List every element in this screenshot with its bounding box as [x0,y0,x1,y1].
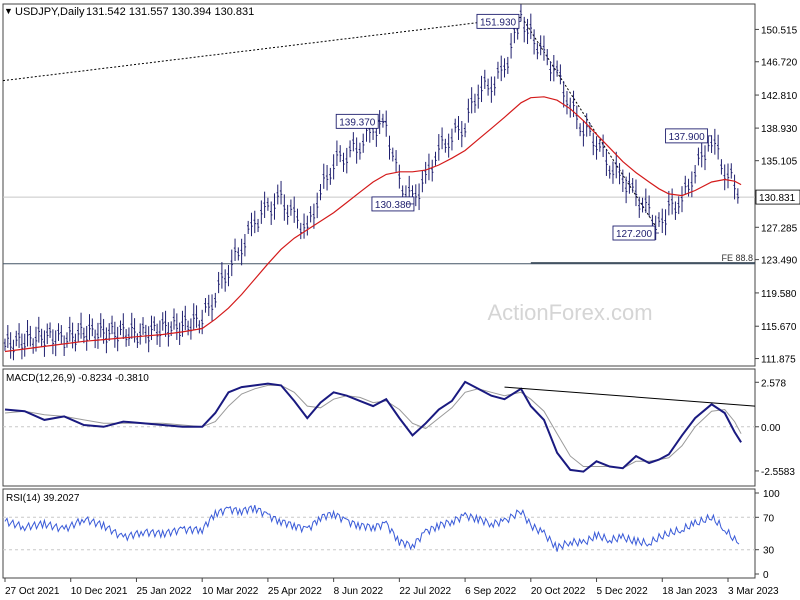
price-annotation: 137.900 [665,128,712,144]
price-panel: FE 88.8 151.930 139.370 130.380 137.900 127.2… [2,4,755,361]
price-tick-label: 135.105 [761,157,798,168]
chart-header: ▼ USDJPY,Daily 131.542 131.557 130.394 1… [4,6,254,18]
panels [2,3,756,579]
rsi-frame [2,488,756,579]
macd-line [4,380,742,473]
annotation-label: 130.380 [375,200,412,211]
x-tick-label: 25 Jan 2022 [136,586,191,597]
rsi-line [4,504,740,552]
macd-tick-label: 2.578 [761,378,786,389]
price-tick-label: 115.670 [761,322,797,333]
x-tick-label: 27 Oct 2021 [5,586,60,597]
x-tick-label: 25 Apr 2022 [268,586,322,597]
x-tick-label: 20 Oct 2022 [531,586,586,597]
rsi-tick-label: 100 [763,489,780,500]
x-tick-label: 3 Mar 2023 [728,586,779,597]
annotation-label: 139.370 [339,117,376,128]
price-tick-label: 127.285 [761,223,798,234]
annotation-label: 151.930 [480,17,517,28]
symbol-label: USDJPY,Daily [15,6,85,18]
price-tick-label: 142.810 [761,91,798,102]
x-tick-label: 10 Dec 2021 [71,586,128,597]
ma-line [4,96,742,353]
current-price-label: 130.831 [759,193,796,204]
price-annotation: 139.370 [335,113,387,129]
macd-tick-label: -2.5583 [761,467,795,478]
rsi-tick-label: 70 [763,513,775,524]
annotation-label: 127.200 [616,229,653,240]
macd-signal-line [4,384,742,469]
axes: 150.515 146.720 142.810 138.930 135.105 127.2… [4,25,800,597]
price-tick-label: 119.580 [761,289,797,300]
x-tick-label: 8 Jun 2022 [334,586,384,597]
rsi-tick-label: 30 [763,546,775,557]
macd-frame [2,368,756,487]
price-tick-label: 150.515 [761,25,798,36]
macd-panel: MACD(12,26,9) -0.8234 -0.3810 [3,373,756,473]
macd-tick-label: 0.00 [761,423,781,434]
current-price-badge: 130.831 [755,189,800,205]
rsi-panel: RSI(14) 39.2027 [3,493,755,552]
x-tick-label: 18 Jan 2023 [662,586,717,597]
price-frame [2,3,756,367]
x-tick-label: 10 Mar 2022 [202,586,259,597]
macd-trendline [504,386,756,407]
watermark: ActionForex.com [487,300,652,325]
trendline-resistance [2,16,522,82]
price-tick-label: 146.720 [761,58,798,69]
price-tick-label: 123.490 [761,256,798,267]
fe-label: FE 88.8 [721,253,753,263]
price-annotation: 151.930 [476,13,521,29]
x-tick-label: 6 Sep 2022 [465,586,517,597]
rsi-title: RSI(14) 39.2027 [6,493,80,504]
ohlc-label: 131.542 131.557 130.394 130.831 [86,6,254,18]
x-tick-label: 5 Dec 2022 [597,586,649,597]
rsi-tick-label: 0 [763,570,769,581]
price-tick-label: 138.930 [761,124,798,135]
annotation-label: 137.900 [669,132,706,143]
price-annotation: 130.380 [371,196,415,212]
x-tick-label: 22 Jul 2022 [399,586,451,597]
price-tick-label: 111.875 [761,355,796,366]
price-annotation: 127.200 [612,225,659,241]
header-arrow-icon: ▼ [4,6,13,16]
macd-title: MACD(12,26,9) -0.8234 -0.3810 [6,373,149,384]
